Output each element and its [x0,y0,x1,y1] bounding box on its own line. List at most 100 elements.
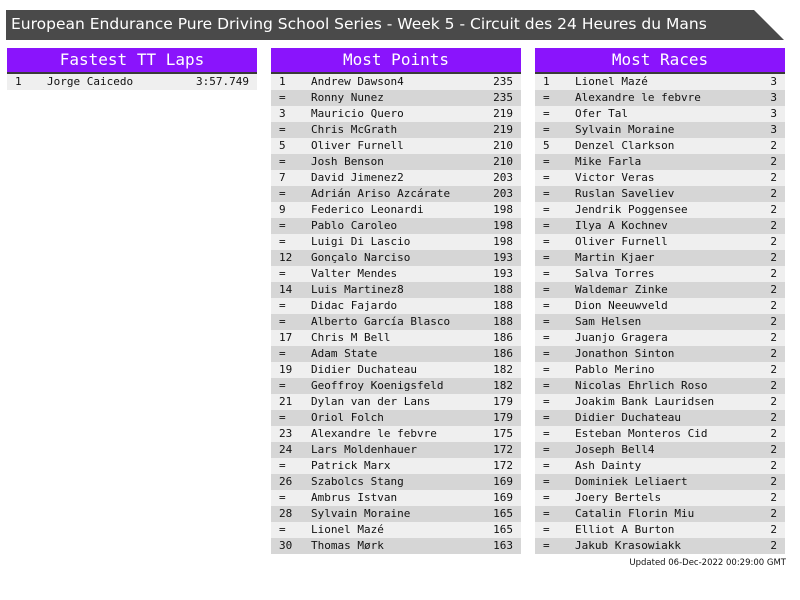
table-row: = Pablo Caroleo 198 [271,218,521,234]
table-row: = Jonathon Sinton 2 [535,346,785,362]
position: = [543,315,550,328]
position: = [279,91,286,104]
value: 2 [770,475,777,488]
table-row: = Joery Bertels 2 [535,490,785,506]
table-row: 23 Alexandre le febvre 175 [271,426,521,442]
most-points-panel: Most Points 1 Andrew Dawson4 235 = Ronny Nun… [271,48,521,554]
driver-name: Valter Mendes [311,267,398,280]
value: 2 [770,411,777,424]
position: 19 [279,363,293,376]
driver-name: Alberto García Blasco [311,315,451,328]
driver-name: Oriol Folch [311,411,384,424]
driver-name: Adam State [311,347,378,360]
driver-name: Nicolas Ehrlich Roso [575,379,708,392]
table-row: 1 Lionel Mazé 3 [535,74,785,90]
value: 219 [493,107,513,120]
driver-name: Didac Fajardo [311,299,398,312]
position: = [543,187,550,200]
value: 193 [493,251,513,264]
value: 169 [493,491,513,504]
table-row: = Dominiek Leliaert 2 [535,474,785,490]
value: 2 [770,507,777,520]
position: 1 [279,75,286,88]
table-row: = Juanjo Gragera 2 [535,330,785,346]
driver-name: Martin Kjaer [575,251,655,264]
value: 2 [770,267,777,280]
value: 2 [770,219,777,232]
driver-name: Sylvain Moraine [311,507,411,520]
value: 3 [770,107,777,120]
position: = [279,523,286,536]
driver-name: Gonçalo Narciso [311,251,411,264]
driver-name: Salva Torres [575,267,655,280]
driver-name: Ilya A Kochnev [575,219,668,232]
position: = [279,267,286,280]
value: 2 [770,187,777,200]
driver-name: Esteban Monteros Cid [575,427,708,440]
value: 172 [493,459,513,472]
value: 219 [493,123,513,136]
position: = [543,427,550,440]
driver-name: Elliot A Burton [575,523,675,536]
table-row: 5 Oliver Furnell 210 [271,138,521,154]
position: = [543,219,550,232]
table-row: = Ilya A Kochnev 2 [535,218,785,234]
position: 12 [279,251,293,264]
value: 2 [770,363,777,376]
most-races-panel: Most Races 1 Lionel Mazé 3 = Alexandre le fe… [535,48,785,554]
value: 175 [493,427,513,440]
position: = [543,331,550,344]
position: 1 [15,75,22,88]
table-row: = Salva Torres 2 [535,266,785,282]
position: = [543,155,550,168]
table-row: = Ruslan Saveliev 2 [535,186,785,202]
table-row: = Sylvain Moraine 3 [535,122,785,138]
value: 165 [493,507,513,520]
driver-name: Pablo Caroleo [311,219,398,232]
driver-name: Didier Duchateau [311,363,417,376]
position: = [543,507,550,520]
value: 2 [770,299,777,312]
value: 182 [493,363,513,376]
position: = [279,123,286,136]
table-row: 7 David Jimenez2 203 [271,170,521,186]
value: 172 [493,443,513,456]
table-row: = Jendrik Poggensee 2 [535,202,785,218]
value: 2 [770,251,777,264]
driver-name: Thomas Mørk [311,539,384,552]
driver-name: Andrew Dawson4 [311,75,404,88]
driver-name: Joseph Bell4 [575,443,655,456]
position: = [543,347,550,360]
position: 5 [543,139,550,152]
position: = [279,491,286,504]
position: 7 [279,171,286,184]
table-row: = Patrick Marx 172 [271,458,521,474]
value: 2 [770,459,777,472]
position: = [279,219,286,232]
driver-name: Mauricio Quero [311,107,404,120]
table-row: = Sam Helsen 2 [535,314,785,330]
value: 2 [770,427,777,440]
position: = [543,251,550,264]
position: 21 [279,395,293,408]
position: = [279,315,286,328]
table-row: = Valter Mendes 193 [271,266,521,282]
value: 169 [493,475,513,488]
value: 2 [770,331,777,344]
table-row: = Chris McGrath 219 [271,122,521,138]
panel-header: Most Races [535,48,785,74]
value: 3 [770,91,777,104]
table-row: 5 Denzel Clarkson 2 [535,138,785,154]
title-bar: European Endurance Pure Driving School S… [6,10,784,40]
value: 2 [770,395,777,408]
table-row: 24 Lars Moldenhauer 172 [271,442,521,458]
position: = [279,299,286,312]
value: 188 [493,315,513,328]
value: 2 [770,139,777,152]
driver-name: Alexandre le febvre [575,91,701,104]
driver-name: Lars Moldenhauer [311,443,417,456]
value: 188 [493,283,513,296]
value: 2 [770,523,777,536]
value: 2 [770,491,777,504]
table-row: 12 Gonçalo Narciso 193 [271,250,521,266]
